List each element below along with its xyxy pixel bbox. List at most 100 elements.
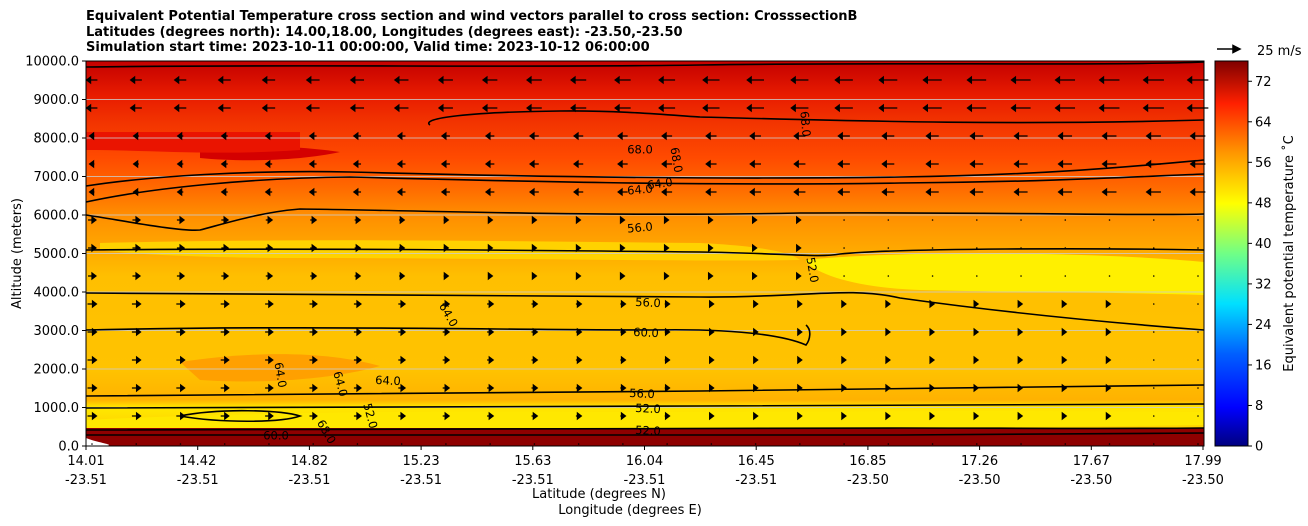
wind-vector <box>661 187 673 197</box>
wind-vector <box>1108 275 1111 277</box>
wind-vector <box>710 443 713 445</box>
wind-vector <box>484 187 495 197</box>
wind-vector <box>131 411 142 421</box>
wind-vector <box>442 299 451 309</box>
surface-layer <box>86 428 1204 446</box>
wind-vector <box>1152 247 1155 249</box>
wind-vector <box>1098 75 1120 85</box>
wind-vector <box>617 131 628 141</box>
x-tick-lon-label: -23.51 <box>512 473 554 488</box>
wind-vector <box>837 131 850 141</box>
contour-label: 52.0 <box>635 423 661 438</box>
wind-vector <box>575 411 583 421</box>
wind-vector <box>176 383 186 393</box>
wind-vector <box>885 383 891 393</box>
x-tick-lon-label: -23.51 <box>735 473 777 488</box>
wind-vector <box>533 443 536 445</box>
wind-vector <box>176 243 186 253</box>
wind-vector <box>797 299 803 309</box>
contour-label: 52.0 <box>635 401 661 416</box>
wind-vector <box>575 383 583 393</box>
wind-vector <box>887 443 890 445</box>
wind-vector <box>305 75 320 85</box>
wind-vector <box>793 187 806 197</box>
wind-vector <box>885 411 891 421</box>
wind-vector <box>973 355 980 365</box>
wind-vector <box>1061 383 1068 393</box>
wind-vector <box>976 247 978 249</box>
x-tick-lat-label: 17.99 <box>1184 454 1221 469</box>
wind-vector <box>87 411 98 421</box>
x-tick-lat-label: 16.04 <box>626 454 663 469</box>
wind-vector <box>843 275 845 277</box>
wind-vector <box>887 247 890 249</box>
wind-vector <box>929 299 936 309</box>
wind-vector <box>793 131 806 141</box>
contour-line <box>85 291 1205 331</box>
wind-vector <box>309 411 318 421</box>
wind-vector <box>1101 131 1117 141</box>
wind-vector <box>922 103 942 113</box>
wind-vector <box>85 75 98 85</box>
wind-vector <box>702 103 720 113</box>
y-tick-label: 6000.0 <box>34 209 80 224</box>
wind-vector <box>752 271 758 281</box>
contour-label: 64.0 <box>271 361 289 389</box>
x-tick-lon-label: -23.50 <box>1182 473 1224 488</box>
wind-vector <box>1054 103 1076 113</box>
wind-vector <box>790 75 809 85</box>
wind-vector <box>752 243 758 253</box>
wind-vector <box>129 75 142 85</box>
wind-vector <box>1064 443 1067 445</box>
wind-vector <box>1189 131 1206 141</box>
wind-vector <box>481 103 498 113</box>
wind-vector <box>1020 443 1022 445</box>
wind-vector <box>352 187 362 197</box>
contour-label: 56.0 <box>635 295 661 310</box>
wind-vector <box>308 159 317 169</box>
wind-vector <box>837 187 850 197</box>
wind-vector <box>1186 103 1209 113</box>
y-tick-label: 4000.0 <box>34 286 80 301</box>
wind-vector <box>885 355 891 365</box>
wind-vector <box>973 327 980 337</box>
x-tick-lat-label: 15.23 <box>402 454 439 469</box>
x-tick-lat-label: 16.85 <box>849 454 886 469</box>
wind-vector <box>878 103 898 113</box>
wind-vector <box>1013 187 1028 197</box>
wind-vector <box>617 187 628 197</box>
wind-vector <box>1010 75 1031 85</box>
wind-vector <box>1101 159 1117 169</box>
wind-vector <box>265 215 274 225</box>
wind-vector <box>220 299 230 309</box>
wind-vector <box>929 383 936 393</box>
wind-vector <box>176 355 186 365</box>
colorbar-tick-label: 56 <box>1255 156 1272 171</box>
wind-vector <box>132 271 142 281</box>
wind-vector <box>442 383 451 393</box>
contour-label: 52.0 <box>360 402 380 430</box>
axes: 0.0 1000.0 2000.0 3000.0 4000.0 5000.0 6000.0 7… <box>10 44 1302 518</box>
wind-vector <box>220 187 228 197</box>
wind-vector <box>131 299 142 309</box>
wind-vector <box>1152 359 1155 361</box>
wind-vector <box>749 187 761 197</box>
wind-vector <box>173 103 187 113</box>
wind-vector <box>793 159 806 169</box>
wind-vector <box>440 159 450 169</box>
wind-vector <box>443 215 450 225</box>
wind-vector <box>1152 443 1155 445</box>
y-tick-label: 8000.0 <box>34 132 80 147</box>
wind-vector <box>349 75 365 85</box>
wind-vector <box>87 383 98 393</box>
wind-vector <box>1020 219 1022 221</box>
y-tick-label: 1000.0 <box>34 401 80 416</box>
wind-vector <box>1142 75 1164 85</box>
wind-vector <box>176 187 184 197</box>
wind-vector <box>1101 187 1117 197</box>
wind-vector <box>531 411 539 421</box>
title-line-1: Equivalent Potential Temperature cross s… <box>86 9 858 24</box>
wind-vector <box>87 355 98 365</box>
wind-vector <box>261 75 276 85</box>
